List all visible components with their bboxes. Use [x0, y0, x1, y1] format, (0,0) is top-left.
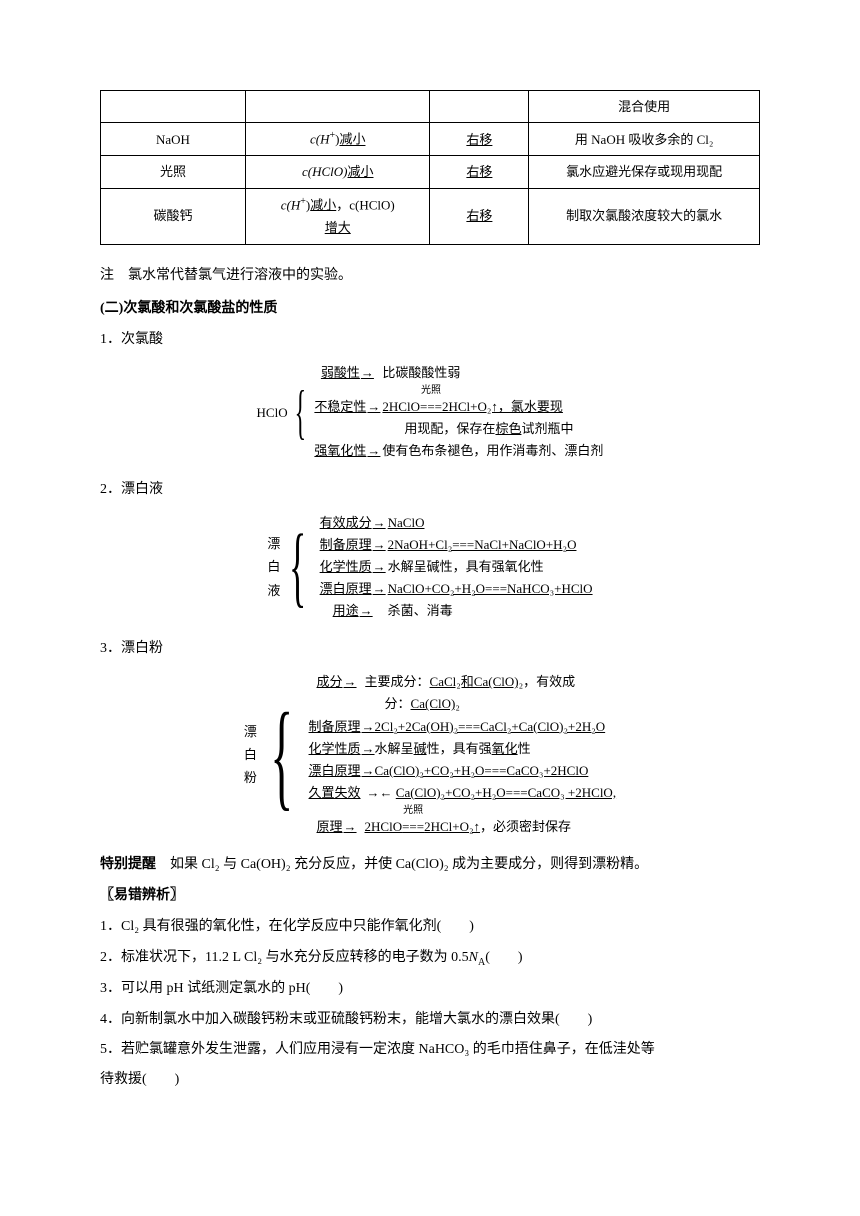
note-text: 注 氯水常代替氯气进行溶液中的实验。: [100, 263, 760, 288]
diagram-rows: 成分主要成分：CaCl₂和Ca(ClO)₂，有效成 分：Ca(ClO)₂ 制备原…: [309, 671, 617, 838]
question-item: 待救援( ): [100, 1067, 760, 1092]
table-cell: [101, 91, 246, 123]
question-item: 4．向新制氯水中加入碳酸钙粉末或亚硫酸钙粉末，能增大氯水的漂白效果( ): [100, 1007, 760, 1032]
diagram-rows: 弱酸性比碳酸酸性弱 不稳定性2HClO===2HCl+O₂↑，氯水要现 用现配，…: [312, 362, 603, 462]
left-brace-icon: {: [294, 387, 306, 438]
table-cell: 右移: [430, 188, 529, 244]
table-cell: 制取次氯酸浓度较大的氯水: [529, 188, 760, 244]
table-cell: c(H+)减小: [245, 123, 430, 156]
item-title: 1．次氯酸: [100, 327, 760, 352]
question-item: 1．Cl₂ 具有很强的氧化性，在化学反应中只能作氧化剂( ): [100, 914, 760, 939]
special-reminder: 特别提醒 如果 Cl₂ 与 Ca(OH)₂ 充分反应，并使 Ca(ClO)₂ 成…: [100, 852, 760, 877]
table-cell: 混合使用: [529, 91, 760, 123]
item-title: 2．漂白液: [100, 477, 760, 502]
bleach-liquid-diagram: 漂白液 { 有效成分NaClO 制备原理2NaOH+Cl₂===NaCl+NaC…: [100, 512, 760, 622]
table-cell: c(H+)减小，c(HClO)增大: [245, 188, 430, 244]
left-brace-icon: {: [270, 704, 293, 806]
left-brace-icon: {: [289, 529, 306, 606]
question-item: 3．可以用 pH 试纸测定氯水的 pH( ): [100, 976, 760, 1001]
section-title: (二)次氯酸和次氯酸盐的性质: [100, 296, 760, 321]
table-cell: 光照: [101, 156, 246, 188]
table-cell: NaOH: [101, 123, 246, 156]
diagram-label: 漂白粉: [244, 720, 257, 790]
table-cell: c(HClO)减小: [245, 156, 430, 188]
table-cell: 碳酸钙: [101, 188, 246, 244]
diagram-label: 漂白液: [267, 532, 280, 602]
equilibrium-table: 混合使用 NaOH c(H+)减小 右移 用 NaOH 吸收多余的 Cl₂ 光照…: [100, 90, 760, 245]
diagram-rows: 有效成分NaClO 制备原理2NaOH+Cl₂===NaCl+NaClO+H₂O…: [318, 512, 593, 622]
item-title: 3．漂白粉: [100, 636, 760, 661]
fallible-title: 〖易错辨析〗: [100, 883, 760, 908]
question-item: 5．若贮氯罐意外发生泄露，人们应用浸有一定浓度 NaHCO₃ 的毛巾捂住鼻子，在…: [100, 1037, 760, 1062]
table-cell: 用 NaOH 吸收多余的 Cl₂: [529, 123, 760, 156]
table-cell: 右移: [430, 123, 529, 156]
table-cell: [245, 91, 430, 123]
table-cell: 氯水应避光保存或现用现配: [529, 156, 760, 188]
bleach-powder-diagram: 漂白粉 { 成分主要成分：CaCl₂和Ca(ClO)₂，有效成 分：Ca(ClO…: [100, 671, 760, 838]
diagram-label: HClO: [257, 401, 288, 424]
question-item: 2．标准状况下，11.2 L Cl₂ 与水充分反应转移的电子数为 0.5NA( …: [100, 945, 760, 972]
hclo-diagram: HClO { 弱酸性比碳酸酸性弱 不稳定性2HClO===2HCl+O₂↑，氯水…: [100, 362, 760, 462]
table-cell: [430, 91, 529, 123]
question-list: 1．Cl₂ 具有很强的氧化性，在化学反应中只能作氧化剂( ) 2．标准状况下，1…: [100, 914, 760, 1092]
table-cell: 右移: [430, 156, 529, 188]
